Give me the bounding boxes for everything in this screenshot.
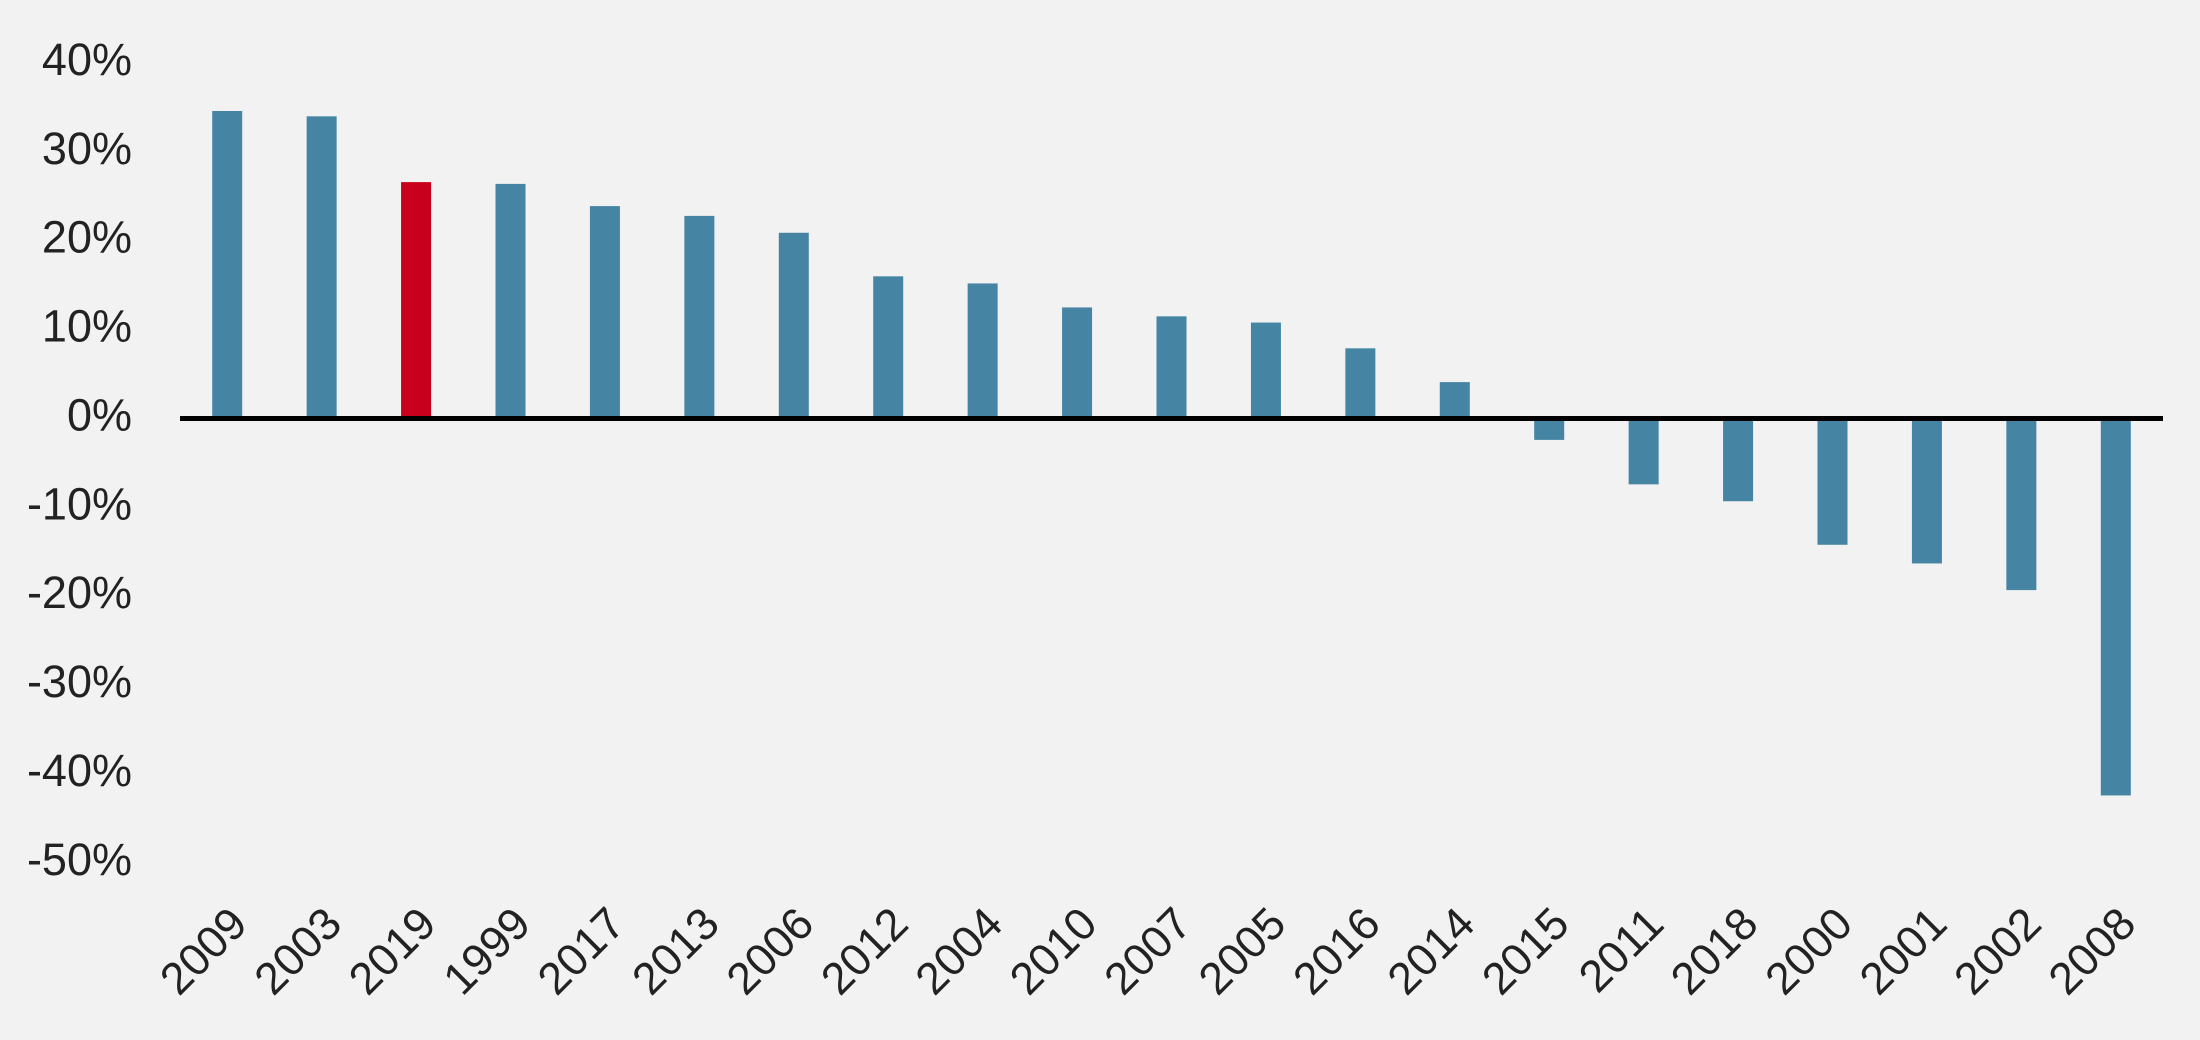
y-tick-label: 20% xyxy=(42,212,132,263)
bar xyxy=(2100,418,2131,796)
y-tick-label: -10% xyxy=(27,478,132,529)
bar xyxy=(1817,418,1848,545)
y-tick-label: -20% xyxy=(27,567,132,618)
x-tick-label: 2009 xyxy=(150,897,257,1004)
bar xyxy=(1156,316,1187,419)
y-tick-label: -50% xyxy=(27,834,132,885)
y-tick-label: 40% xyxy=(42,34,132,85)
y-tick-label: -40% xyxy=(27,745,132,796)
x-tick-label: 2004 xyxy=(905,897,1012,1004)
x-tick-label: 2010 xyxy=(1000,897,1107,1004)
bar xyxy=(684,215,715,419)
x-tick-label: 2002 xyxy=(1944,897,2051,1004)
x-tick-label: 2017 xyxy=(528,897,635,1004)
x-tick-label: 2012 xyxy=(811,897,918,1004)
bar xyxy=(778,232,809,419)
bar xyxy=(495,183,526,419)
y-tick-label: 30% xyxy=(42,123,132,174)
bar xyxy=(2006,418,2037,591)
x-tick-label: 2008 xyxy=(2038,897,2145,1004)
x-tick-label: 2015 xyxy=(1472,897,1579,1004)
bar xyxy=(306,116,337,419)
y-tick-label: 10% xyxy=(42,301,132,352)
bar xyxy=(1062,307,1093,419)
x-tick-label: 2019 xyxy=(339,897,446,1004)
bar xyxy=(589,206,620,419)
bar xyxy=(212,111,243,419)
bar xyxy=(873,276,904,419)
x-tick-label: 2013 xyxy=(622,897,729,1004)
x-tick-label: 2001 xyxy=(1850,897,1957,1004)
x-tick-label: 2018 xyxy=(1661,897,1768,1004)
x-tick-label: 2011 xyxy=(1569,897,1673,1001)
bar xyxy=(1250,322,1281,419)
bar xyxy=(1345,348,1376,419)
x-tick-label: 2014 xyxy=(1377,897,1484,1004)
x-tick-label: 2005 xyxy=(1189,897,1296,1004)
bar xyxy=(1534,418,1565,440)
bar xyxy=(967,283,998,419)
x-tick-label: 1999 xyxy=(433,897,540,1004)
bar xyxy=(1439,382,1470,419)
bar xyxy=(401,182,432,419)
y-tick-label: 0% xyxy=(67,389,132,440)
x-tick-label: 2000 xyxy=(1755,897,1862,1004)
x-tick-label: 2007 xyxy=(1094,897,1201,1004)
x-tick-label: 2003 xyxy=(244,897,351,1004)
bar xyxy=(1628,418,1659,485)
x-tick-label: 2016 xyxy=(1283,897,1390,1004)
x-tick-label: 2006 xyxy=(716,897,823,1004)
bar xyxy=(1911,418,1942,564)
bar xyxy=(1723,418,1754,502)
y-tick-label: -30% xyxy=(27,656,132,707)
